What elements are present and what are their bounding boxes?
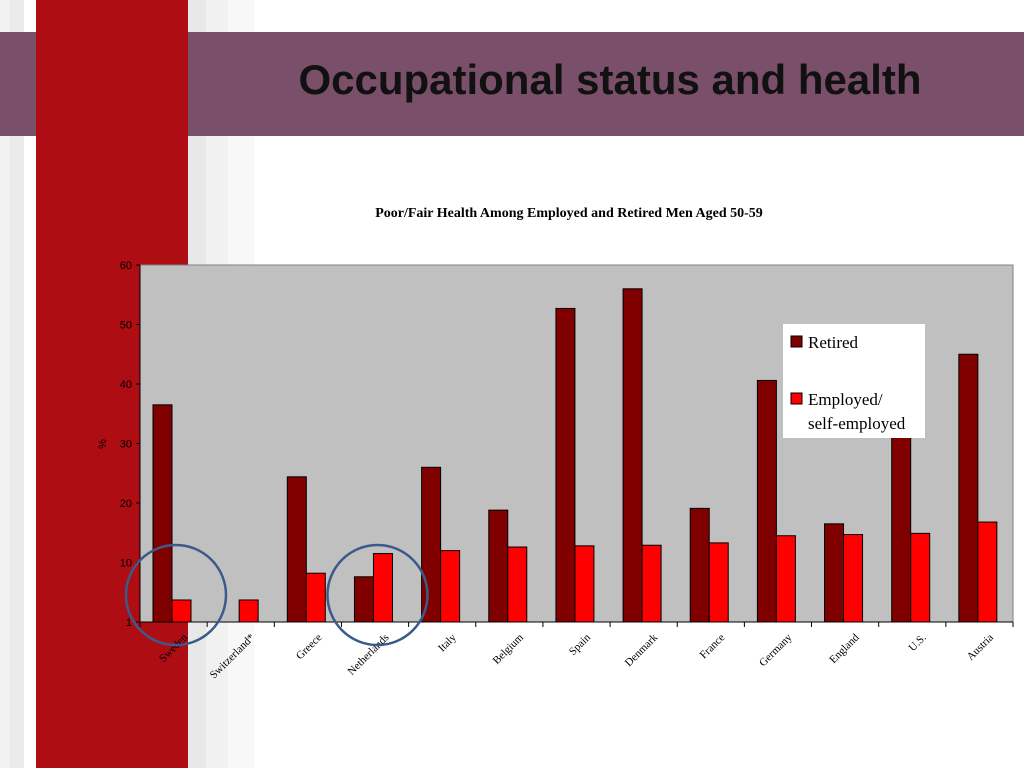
y-tick-label: 1 (126, 617, 132, 629)
y-tick-label: 40 (120, 379, 132, 391)
chart-title: Poor/Fair Health Among Employed and Reti… (375, 206, 763, 221)
bg-stripe-1 (0, 0, 10, 768)
x-tick-label: U.S. (906, 631, 928, 653)
highlight-circle (124, 543, 228, 647)
bar-employed (238, 599, 259, 623)
y-axis-label: % (97, 439, 109, 449)
y-tick-label: 60 (120, 260, 132, 272)
bar-employed (440, 550, 461, 623)
bar-retired (555, 307, 576, 623)
bar-retired (689, 507, 710, 623)
legend-box (783, 324, 925, 438)
bar-employed (574, 545, 595, 623)
bar-retired (891, 434, 912, 623)
slide-title: Occupational status and health (298, 56, 922, 103)
bar-employed (372, 553, 393, 623)
bar-retired (622, 288, 643, 623)
x-tick-label: Sweden (157, 631, 190, 664)
x-tick-label: Belgium (491, 631, 527, 667)
x-tick-label: England (827, 631, 862, 666)
legend-label-retired: Retired (808, 333, 859, 352)
legend-swatch-retired (790, 335, 803, 348)
y-tick-label: 20 (120, 498, 132, 510)
y-tick-label: 30 (120, 439, 132, 451)
bar-employed (843, 534, 864, 623)
bar-employed (305, 572, 326, 623)
bar-retired (756, 379, 777, 623)
x-tick-label: Germany (757, 631, 795, 669)
x-tick-label: France (698, 632, 728, 662)
highlight-circle (326, 543, 429, 647)
bar-retired (958, 353, 979, 623)
x-tick-label: Denmark (623, 631, 661, 669)
x-tick-label: Switzerland* (208, 632, 258, 682)
bar-retired (152, 404, 173, 623)
bar-retired (286, 476, 307, 623)
bar-employed (507, 546, 528, 623)
bar-employed (171, 599, 192, 623)
bar-retired (353, 576, 374, 623)
y-tick-label: 10 (120, 558, 132, 570)
legend-label-employed-line1: Employed/ (808, 390, 883, 409)
x-tick-label: Greece (294, 632, 325, 663)
bar-retired (824, 523, 845, 623)
x-tick-label: Austria (965, 632, 996, 663)
bar-employed (977, 521, 998, 623)
legend-swatch-employed (790, 392, 803, 405)
x-tick-label: Spain (567, 631, 594, 658)
bar-employed (910, 532, 931, 623)
bar-employed (708, 542, 729, 623)
legend-label-employed-line2: self-employed (808, 414, 906, 433)
y-tick-label: 50 (120, 320, 132, 332)
bar-retired (488, 509, 509, 623)
bar-retired (421, 466, 442, 623)
bg-stripe-2 (10, 0, 24, 768)
x-tick-label: Italy (436, 631, 459, 654)
bar-employed (641, 544, 662, 623)
bar-employed (775, 535, 796, 623)
